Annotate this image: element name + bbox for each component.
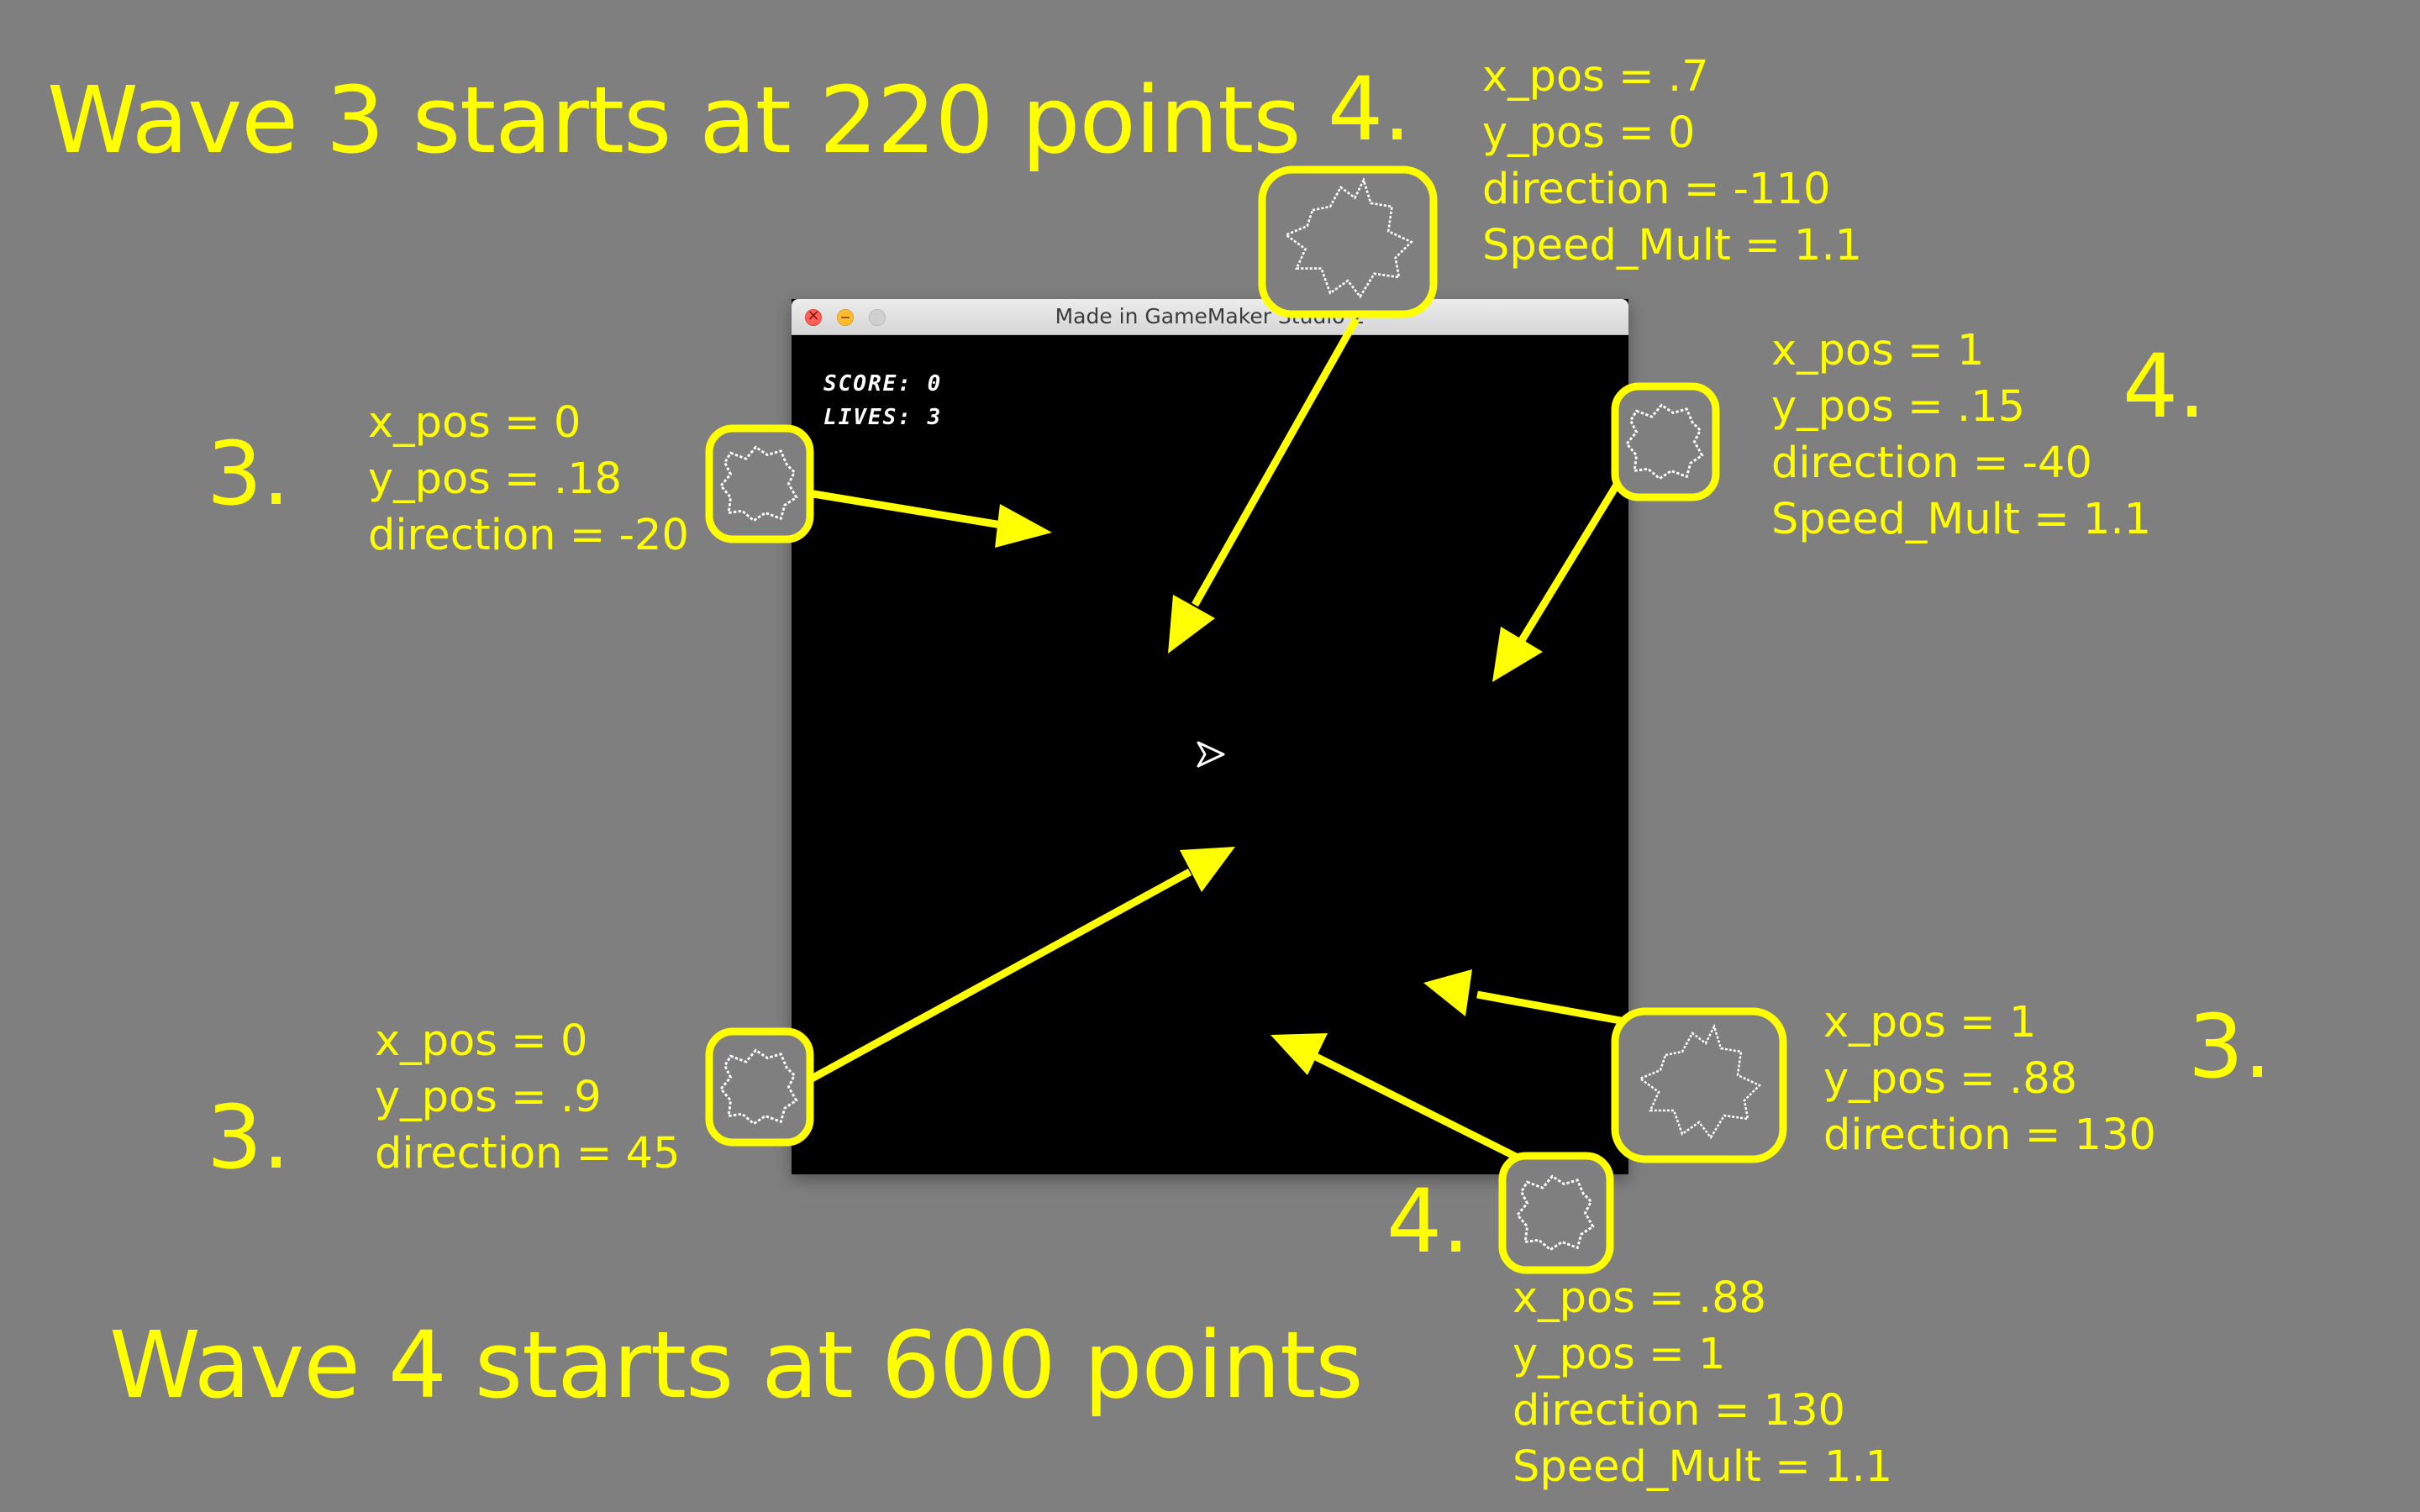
spawn-params: x_pos = 1 y_pos = .88 direction = 130 (1823, 995, 2156, 1163)
window-zoom-button[interactable] (869, 309, 886, 326)
wave3-headline: Wave 3 starts at 220 points (47, 66, 1302, 174)
wave-number: 3. (207, 1086, 291, 1189)
lives-label: LIVES: 3 (823, 405, 943, 430)
asteroid-icon (705, 1027, 814, 1147)
arrow-icon (1492, 480, 1622, 682)
arrow-icon (1270, 1033, 1523, 1163)
param-line: direction = 130 (1512, 1386, 1845, 1436)
param-line: x_pos = .88 (1512, 1273, 1767, 1323)
wave-number: 4. (1328, 58, 1412, 160)
asteroid-icon (1258, 165, 1438, 318)
param-line: y_pos = 1 (1512, 1330, 1726, 1379)
wave4-headline: Wave 4 starts at 600 points (109, 1311, 1364, 1419)
asteroid-icon (1611, 1007, 1787, 1163)
param-line: y_pos = .9 (375, 1073, 602, 1122)
asteroid-icon (1498, 1152, 1614, 1274)
spawn-params: x_pos = 1 y_pos = .15 direction = -40 Sp… (1771, 323, 2151, 548)
param-line: y_pos = .15 (1771, 382, 2026, 432)
param-line: y_pos = 0 (1482, 108, 1696, 158)
wave-number: 4. (2123, 335, 2207, 438)
ship-icon (1197, 741, 1225, 768)
spawn-params: x_pos = .88 y_pos = 1 direction = 130 Sp… (1512, 1270, 1892, 1495)
param-line: x_pos = 0 (368, 398, 581, 448)
param-line: y_pos = .18 (368, 454, 623, 504)
param-line: Speed_Mult = 1.1 (1482, 221, 1863, 270)
param-line: direction = -40 (1771, 438, 2092, 488)
spawn-params: x_pos = .7 y_pos = 0 direction = -110 Sp… (1482, 49, 1862, 274)
arrow-icon (1423, 969, 1626, 1026)
param-line: x_pos = 1 (1823, 998, 2037, 1047)
param-line: y_pos = .88 (1823, 1054, 2078, 1104)
arrow-icon (809, 847, 1235, 1082)
param-line: direction = -20 (368, 511, 689, 560)
arrow-icon (813, 490, 1052, 548)
wave-number: 4. (1386, 1170, 1470, 1273)
window-close-button[interactable] (805, 307, 822, 326)
window-titlebar[interactable]: Made in GameMaker Studio 2 (792, 299, 1628, 335)
spawn-params: x_pos = 0 y_pos = .18 direction = -20 (368, 395, 689, 564)
param-line: Speed_Mult = 1.1 (1512, 1442, 1893, 1492)
param-line: direction = 45 (375, 1129, 681, 1179)
param-line: x_pos = 1 (1771, 326, 1985, 375)
asteroid-icon (1611, 382, 1720, 501)
param-line: Speed_Mult = 1.1 (1771, 495, 2152, 544)
wave-number: 3. (2188, 995, 2272, 1098)
param-line: x_pos = 0 (375, 1016, 588, 1066)
score-label: SCORE: 0 (823, 371, 943, 396)
arrow-icon (1168, 317, 1360, 654)
game-window: Made in GameMaker Studio 2 SCORE: 0 LIVE… (792, 299, 1628, 1174)
window-minimize-button[interactable] (837, 309, 854, 326)
param-line: direction = 130 (1823, 1110, 2156, 1160)
param-line: direction = -110 (1482, 165, 1831, 214)
asteroid-icon (705, 424, 814, 543)
spawn-params: x_pos = 0 y_pos = .9 direction = 45 (375, 1013, 681, 1182)
param-line: x_pos = .7 (1482, 52, 1709, 102)
wave-number: 3. (207, 423, 291, 525)
